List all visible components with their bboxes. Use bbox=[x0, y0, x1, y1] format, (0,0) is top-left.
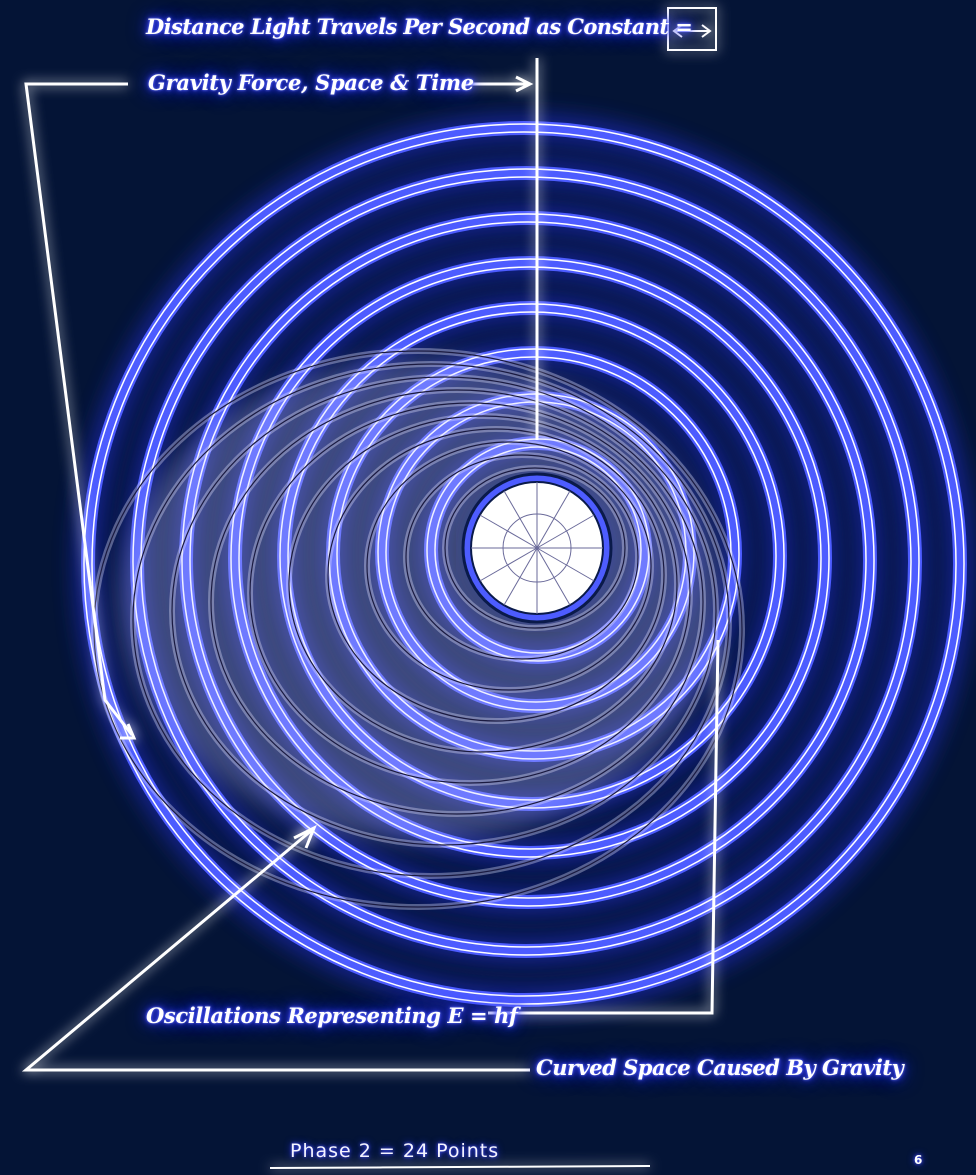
curved-space-arrowhead-icon bbox=[293, 824, 317, 849]
distance-label: Distance Light Travels Per Second as Con… bbox=[146, 14, 693, 39]
core-spoke bbox=[536, 547, 595, 582]
spiral-line bbox=[171, 376, 717, 846]
spiral-line bbox=[288, 415, 678, 753]
spiral-line bbox=[366, 441, 652, 691]
core-spoke bbox=[479, 547, 538, 582]
double-arrow-right-head bbox=[701, 24, 712, 38]
spiral-line bbox=[93, 350, 743, 908]
core-spoke bbox=[536, 514, 595, 549]
spiral-line bbox=[132, 363, 730, 877]
left-arrowhead-icon bbox=[120, 723, 137, 740]
phase-underline bbox=[269, 1165, 651, 1169]
core-spoke bbox=[503, 490, 538, 549]
core-spoke bbox=[536, 547, 571, 606]
core-spoke bbox=[479, 514, 538, 549]
gravity-left-bracket bbox=[24, 82, 134, 736]
oscillation-spiral bbox=[91, 348, 745, 910]
ring-inner-line bbox=[91, 131, 957, 997]
page-number: 6 bbox=[914, 1153, 923, 1167]
spiral-haze bbox=[120, 360, 720, 840]
phase-label: Phase 2 = 24 Points bbox=[290, 1140, 500, 1162]
spiral-line bbox=[327, 428, 665, 722]
core-spoke bbox=[536, 490, 571, 549]
label-connectors bbox=[21, 7, 720, 1169]
core-spoke bbox=[503, 547, 538, 606]
constant-marker-box bbox=[667, 7, 717, 51]
oscillation-pointer bbox=[488, 639, 720, 1015]
core-wheel bbox=[461, 472, 613, 624]
spiral-line bbox=[405, 454, 639, 660]
oscillations-label: Oscillations Representing E = hf bbox=[146, 1003, 518, 1028]
gravity-arrowhead-icon bbox=[515, 75, 534, 93]
curved-space-pointer bbox=[21, 828, 530, 1072]
double-arrow-left-head bbox=[672, 24, 683, 38]
gravity-label: Gravity Force, Space & Time bbox=[148, 70, 474, 95]
core-inner-circle bbox=[502, 513, 572, 583]
ring-outer-line bbox=[83, 123, 965, 1005]
spiral-line bbox=[210, 389, 704, 815]
curved-space-label: Curved Space Caused By Gravity bbox=[536, 1055, 904, 1080]
spiral-line bbox=[249, 402, 691, 784]
spiral-line bbox=[444, 467, 626, 629]
